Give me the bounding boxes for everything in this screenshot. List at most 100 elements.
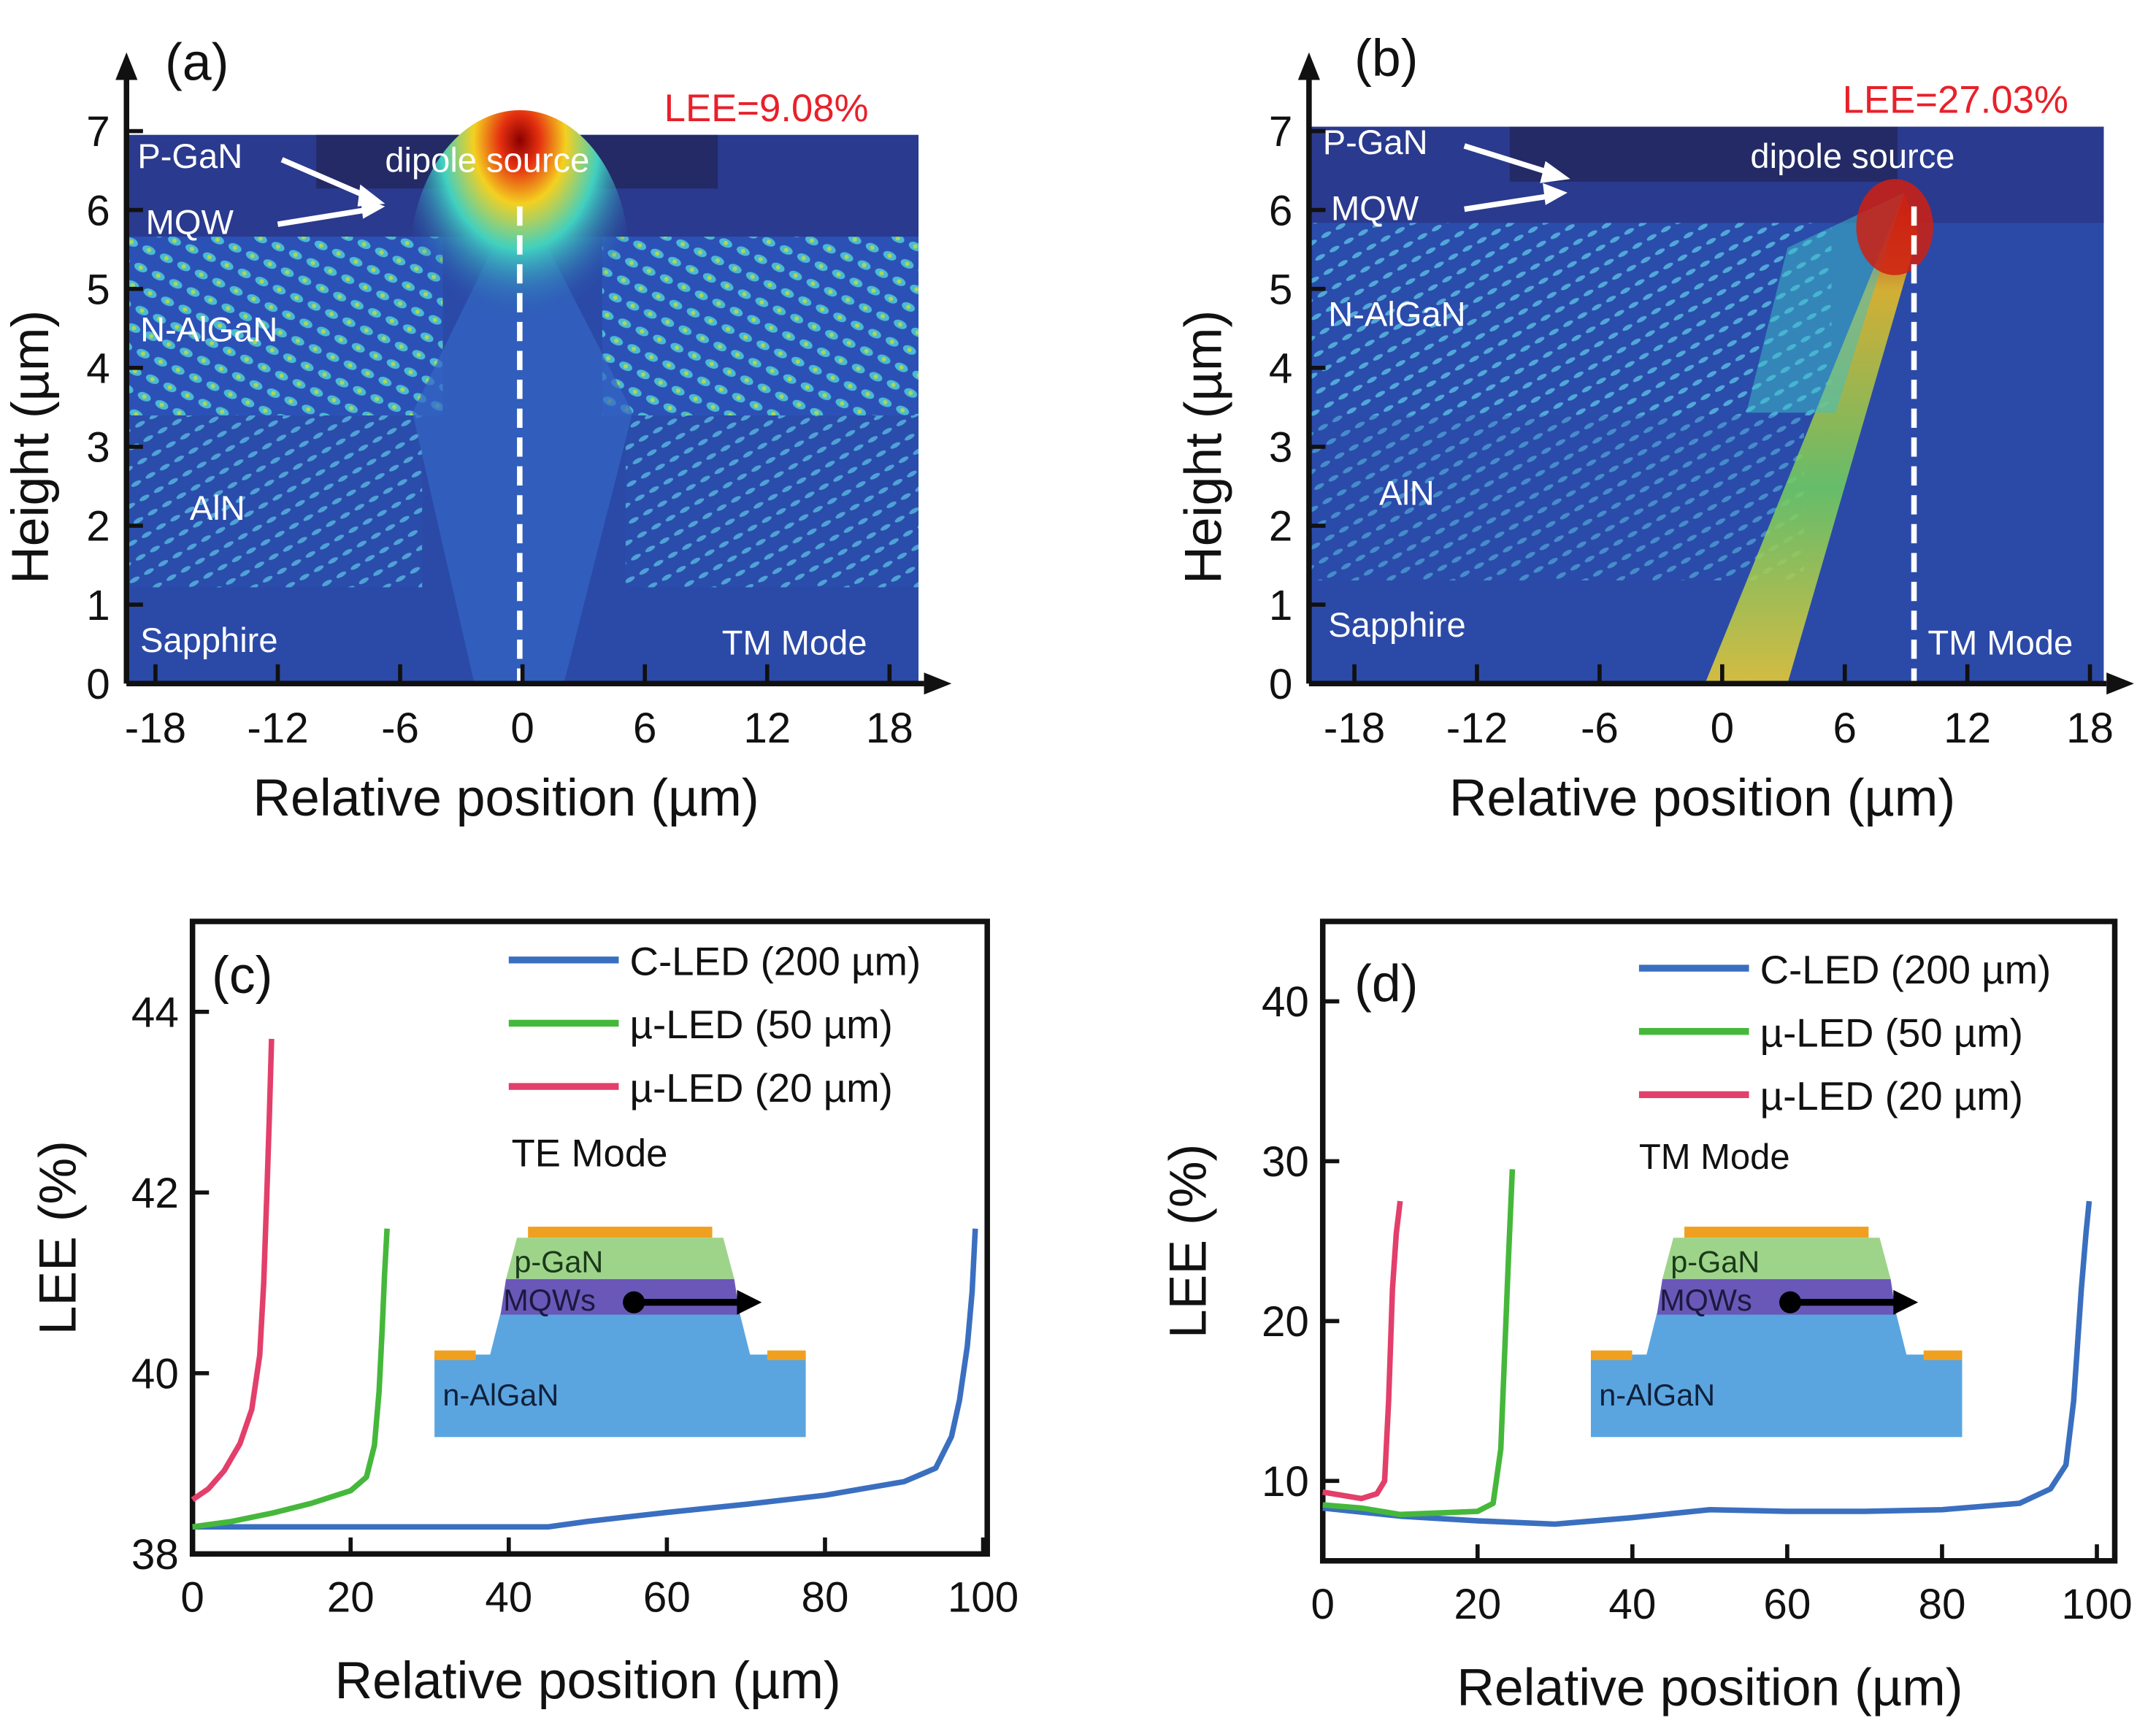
dipole-arrow-head-icon [1893, 1289, 1919, 1315]
label-dipole-source: dipole source [1750, 137, 1954, 175]
legend-label-3: µ-LED (20 µm) [1760, 1074, 2023, 1119]
y-tick-label: 7 [1269, 108, 1292, 156]
nalgan-field-right [602, 237, 919, 415]
x-tick-label: 60 [1763, 1581, 1811, 1628]
label-mqw: MQW [146, 202, 234, 241]
y-tick-label: 10 [1262, 1458, 1309, 1506]
dipole-arrow-head-icon [737, 1289, 762, 1315]
y-tick-label: 3 [86, 424, 110, 472]
y-tick-label: 2 [1269, 503, 1292, 551]
y-tick-label: 1 [86, 582, 110, 629]
aln-field-right [625, 415, 919, 588]
legend-label-2: µ-LED (50 µm) [1760, 1010, 2023, 1055]
label-pgan: P-GaN [137, 137, 242, 175]
inset-label-pgan: p-GaN [1670, 1244, 1760, 1278]
series-line-1 [1322, 1200, 2092, 1527]
x-tick-label: 20 [1454, 1581, 1501, 1628]
x-tick-label: 18 [866, 705, 913, 752]
mode-label: TE Mode [512, 1132, 668, 1175]
arrow-mqw [277, 196, 385, 227]
x-axis-arrow-icon [924, 672, 952, 695]
nalgan-field-left [126, 237, 443, 415]
inset-mesa [1646, 1313, 1908, 1358]
x-axis-label: Relative position (µm) [1457, 1659, 1963, 1717]
y-tick-label: 7 [86, 108, 110, 156]
inset-label-mqw: MQWs [1660, 1283, 1752, 1317]
y-axis-label: LEE (%) [1159, 1144, 1218, 1338]
x-tick-label: 6 [1833, 705, 1857, 752]
x-tick-label: 12 [743, 705, 791, 752]
label-mqw: MQW [1331, 189, 1419, 228]
y-tick-label: 5 [1269, 266, 1292, 313]
y-tick-label: 40 [131, 1351, 179, 1398]
panel-label: (d) [1354, 954, 1418, 1013]
lee-annotation: LEE=9.08% [664, 87, 869, 130]
y-tick-label: 20 [1262, 1298, 1309, 1346]
hot-spot [1856, 179, 1933, 275]
y-tick-label: 4 [1269, 345, 1292, 393]
nalgan-field [1308, 223, 1832, 415]
y-tick-label: 0 [86, 661, 110, 708]
inset-electrode-right [1923, 1350, 1963, 1360]
x-tick-label: 0 [1311, 1581, 1334, 1628]
x-tick-label: 6 [633, 705, 656, 752]
series-line-1 [192, 1228, 978, 1530]
inset-electrode-left [1590, 1350, 1633, 1360]
inset-electrode-right [767, 1350, 806, 1360]
inset-label-pgan: p-GaN [514, 1244, 603, 1278]
inset-mesa [489, 1313, 751, 1358]
legend-label-1: C-LED (200 µm) [630, 939, 921, 983]
x-tick-label: -6 [1581, 705, 1619, 752]
x-tick-label: -18 [125, 705, 186, 752]
x-axis-label: Relative position (µm) [334, 1652, 840, 1710]
label-mode: TM Mode [722, 624, 867, 662]
panel-d: (d) TM Mode p-GaN MQWs n-AlGaN 0 20 40 60 80 100… [1159, 918, 2133, 1717]
panel-label: (c) [212, 946, 272, 1005]
series-line-3 [191, 1038, 275, 1503]
inset-electrode-top [528, 1227, 713, 1238]
inset-label-mqw: MQWs [503, 1283, 596, 1317]
x-axis-label: Relative position (µm) [253, 769, 759, 827]
label-pgan: P-GaN [1323, 123, 1428, 161]
y-tick-label: 42 [131, 1170, 179, 1217]
panel-b: P-GaN MQW dipole source N-AlGaN AlN Sapp… [1174, 29, 2134, 827]
x-tick-label: -18 [1324, 705, 1385, 752]
inset-pgan-layer [1662, 1238, 1891, 1279]
y-tick-label: 2 [86, 503, 110, 551]
x-tick-label: 100 [948, 1573, 1018, 1621]
x-axis-label: Relative position (µm) [1449, 769, 1955, 827]
x-tick-label: 12 [1944, 705, 1991, 752]
series-line-3 [1322, 1200, 1403, 1502]
label-nalgan: N-AlGaN [1328, 295, 1465, 334]
label-aln: AlN [1379, 473, 1435, 512]
y-tick-label: 38 [131, 1531, 179, 1579]
y-axis-arrow-icon [115, 52, 138, 80]
aln-field [1308, 415, 1804, 580]
y-tick-label: 44 [131, 989, 179, 1037]
x-tick-label: 20 [327, 1573, 375, 1621]
label-dipole-source: dipole source [385, 141, 589, 180]
y-axis-label: Height (µm) [1, 310, 60, 584]
label-sapphire: Sapphire [140, 621, 277, 659]
label-aln: AlN [190, 488, 245, 527]
series-line-2 [1322, 1169, 1516, 1518]
mode-label: TM Mode [1639, 1138, 1790, 1177]
x-tick-label: 0 [180, 1573, 204, 1621]
x-tick-label: -12 [1446, 705, 1508, 752]
panel-label: (a) [165, 33, 229, 91]
x-tick-label: -12 [247, 705, 308, 752]
x-tick-label: 40 [485, 1573, 532, 1621]
y-tick-label: 4 [86, 345, 110, 393]
x-tick-label: 40 [1608, 1581, 1656, 1628]
y-tick-label: 1 [1269, 582, 1292, 629]
plot-frame [1319, 918, 2118, 1564]
y-axis-arrow-icon [1297, 52, 1320, 80]
legend-label-2: µ-LED (50 µm) [630, 1002, 893, 1047]
x-tick-label: 100 [2061, 1581, 2132, 1628]
inset-electrode-left [434, 1350, 476, 1360]
arrow-mqw [1464, 183, 1568, 212]
legend-label-1: C-LED (200 µm) [1760, 948, 2052, 992]
x-tick-label: -6 [381, 705, 419, 752]
lee-annotation: LEE=27.03% [1843, 79, 2068, 122]
